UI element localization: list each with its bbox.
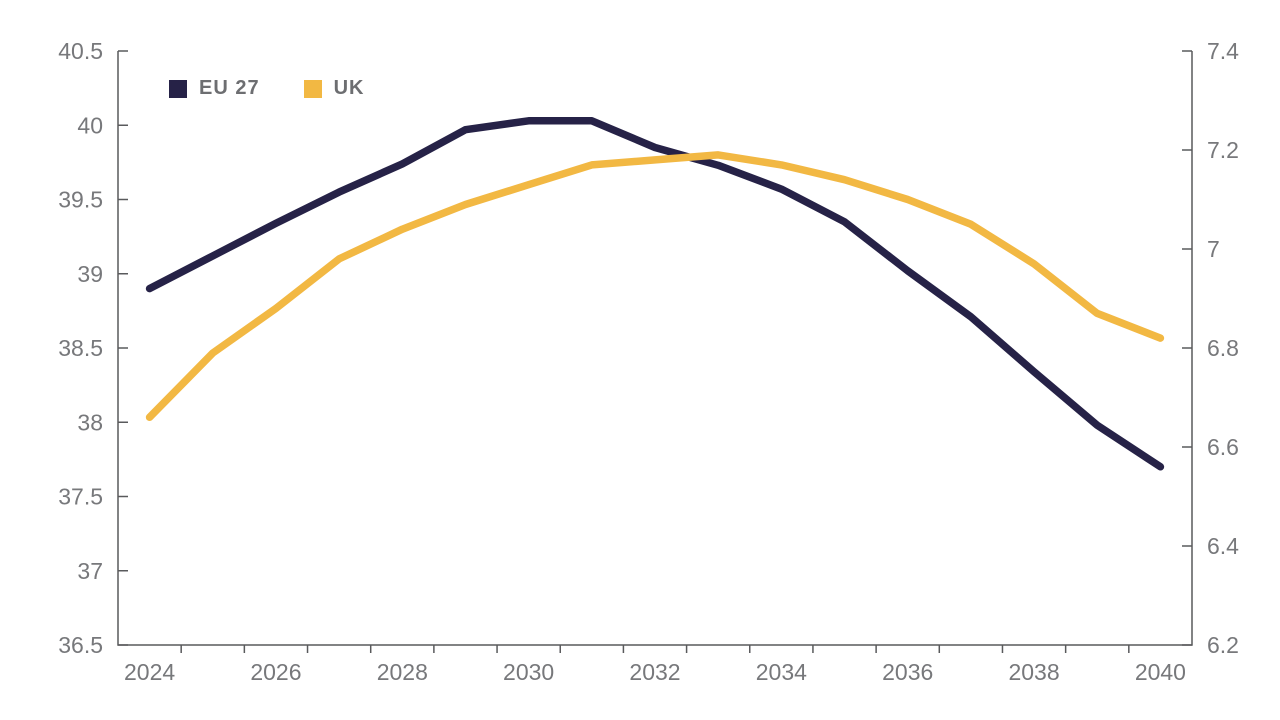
uk-line xyxy=(145,151,1165,422)
right-axis-tick-label: 6.4 xyxy=(1207,533,1239,559)
x-axis-tick-label: 2028 xyxy=(377,659,428,685)
left-axis-tick-label: 36.5 xyxy=(58,632,103,658)
left-axis-tick-label: 39.5 xyxy=(58,187,103,213)
x-axis-tick-label: 2038 xyxy=(1008,659,1059,685)
right-axis-tick-label: 7 xyxy=(1207,236,1220,262)
uk-legend-label: UK xyxy=(333,77,365,99)
left-axis-tick-label: 37.5 xyxy=(58,484,103,510)
left-axis-tick-label: 38.5 xyxy=(58,335,103,361)
eu27-line xyxy=(145,117,1165,471)
x-axis-tick-label: 2030 xyxy=(503,659,554,685)
eu27-legend-swatch xyxy=(169,79,187,98)
x-axis-tick-label: 2032 xyxy=(629,659,680,685)
axis-frame xyxy=(117,51,1193,646)
uk-legend-swatch xyxy=(303,79,322,98)
eu27-legend-label: EU 27 xyxy=(199,77,260,99)
right-axis-tick-label: 7.2 xyxy=(1207,137,1239,163)
right-axis-tick-label: 6.2 xyxy=(1207,632,1239,658)
left-axis-tick-label: 38 xyxy=(77,409,103,435)
x-axis-tick-label: 2024 xyxy=(124,659,175,685)
legend: EU 27 UK xyxy=(169,77,364,100)
right-axis-tick-label: 7.4 xyxy=(1207,38,1239,64)
left-axis-tick-label: 39 xyxy=(77,261,103,287)
x-axis-tick-label: 2034 xyxy=(756,659,807,685)
right-axis-tick-label: 6.8 xyxy=(1207,335,1239,361)
left-axis-tick-label: 37 xyxy=(77,558,103,584)
legend-item-eu27: EU 27 xyxy=(169,77,260,100)
x-axis-tick-label: 2040 xyxy=(1135,659,1186,685)
left-axis-tick-label: 40 xyxy=(77,112,103,138)
x-axis-tick-label: 2026 xyxy=(250,659,301,685)
x-axis-tick-label: 2036 xyxy=(882,659,933,685)
legend-item-uk: UK xyxy=(303,77,365,100)
left-axis-tick-label: 40.5 xyxy=(58,38,103,64)
right-axis-tick-label: 6.6 xyxy=(1207,434,1239,460)
